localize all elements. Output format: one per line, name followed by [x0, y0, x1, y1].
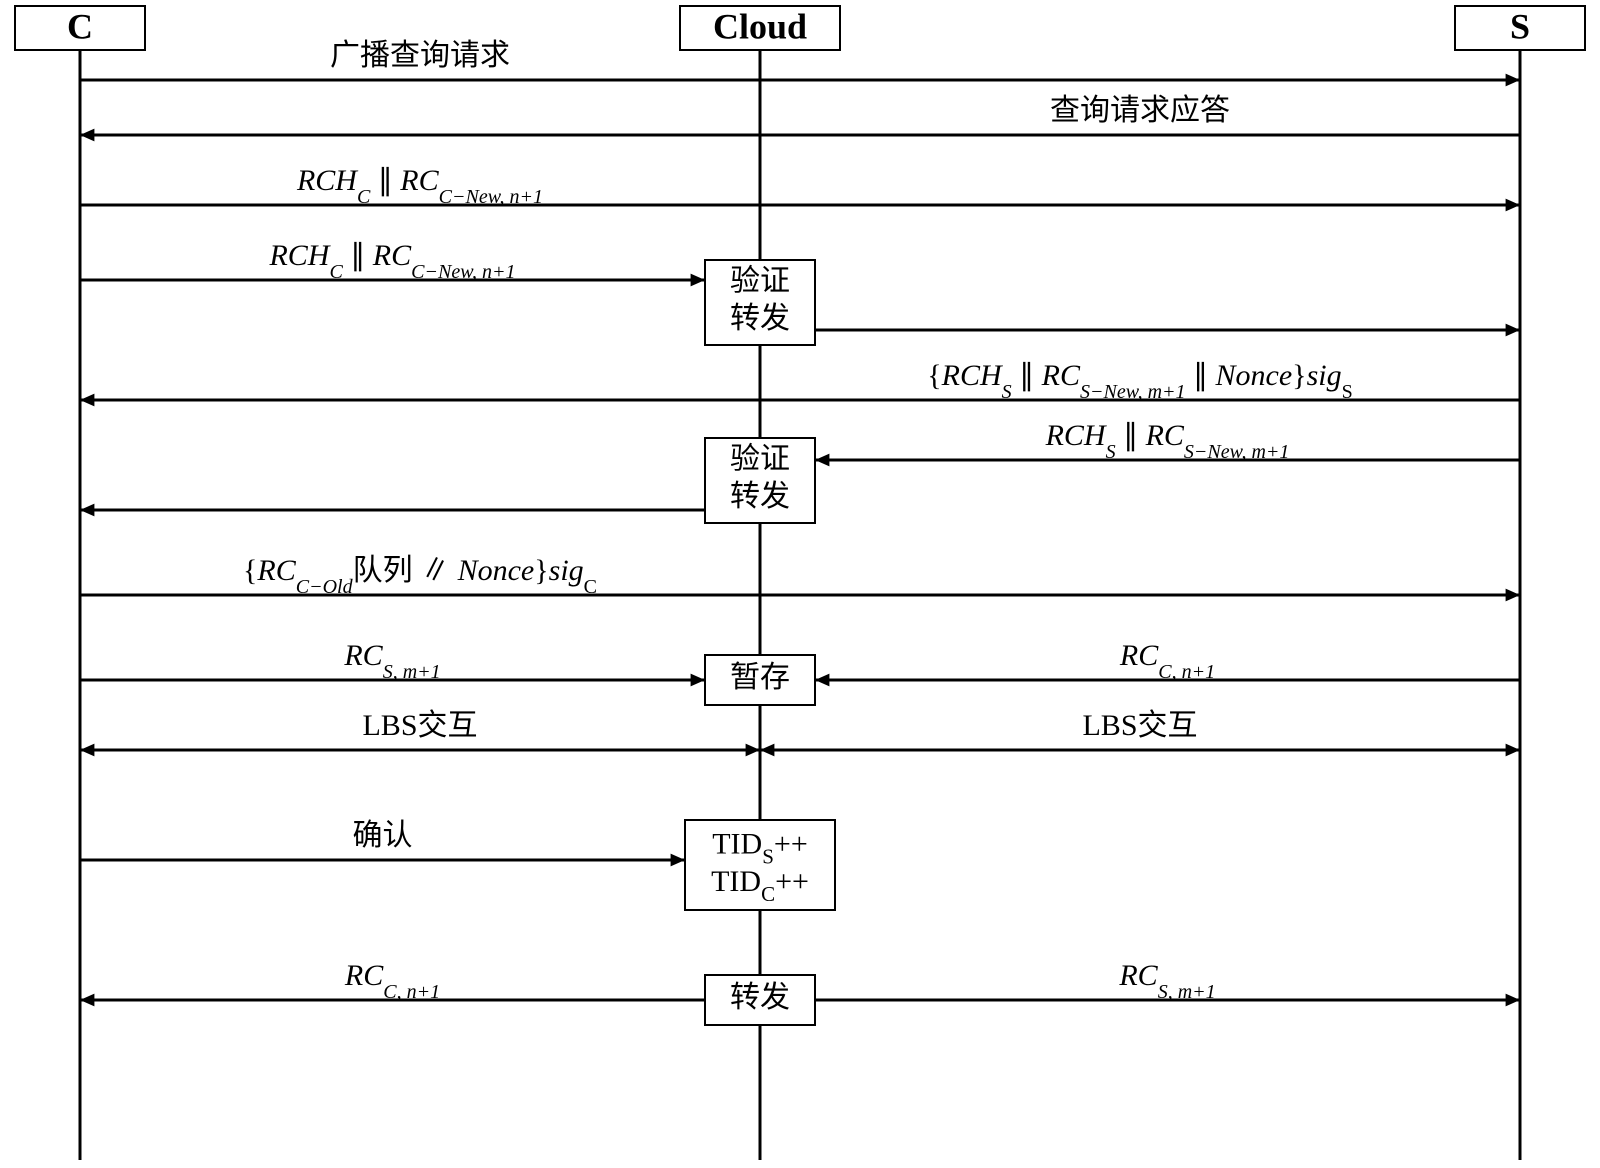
message-12-label: LBS交互	[1082, 709, 1197, 742]
message-14-label: RCC, n+1	[344, 959, 440, 1003]
activation-verify2-line-0: 验证	[730, 443, 790, 476]
message-9-label: RCS, m+1	[343, 639, 440, 683]
sequence-diagram: CCloudS验证转发验证转发暂存TIDS++TIDC++转发广播查询请求查询请…	[0, 0, 1600, 1168]
message-5-label: {RCHS ∥ RCS−New, m+1 ∥ Nonce}sigS	[927, 359, 1352, 403]
message-13-label: 确认	[353, 819, 413, 852]
participant-label-C: C	[67, 6, 93, 46]
message-1-label: 查询请求应答	[1050, 94, 1230, 127]
message-2-label: RCHC ∥ RCC−New, n+1	[296, 164, 543, 208]
message-8-label: {RCC−Old队列 ∥ Nonce}sigC	[243, 554, 597, 598]
message-15-label: RCS, m+1	[1118, 959, 1215, 1003]
message-0-label: 广播查询请求	[330, 39, 510, 72]
diagram-svg: CCloudS验证转发验证转发暂存TIDS++TIDC++转发广播查询请求查询请…	[0, 0, 1600, 1168]
message-10-label: RCC, n+1	[1119, 639, 1215, 683]
activation-stash-line-0: 暂存	[730, 661, 790, 694]
participant-label-Cloud: Cloud	[713, 6, 807, 46]
activation-verify1-line-1: 转发	[730, 302, 790, 335]
participant-label-S: S	[1510, 6, 1530, 46]
message-11-label: LBS交互	[362, 709, 477, 742]
activation-forward-line-0: 转发	[730, 981, 790, 1014]
activation-verify1-line-0: 验证	[730, 265, 790, 298]
message-6-label: RCHS ∥ RCS−New, m+1	[1045, 419, 1290, 463]
activation-verify2-line-1: 转发	[730, 480, 790, 513]
message-3-label: RCHC ∥ RCC−New, n+1	[268, 239, 515, 283]
